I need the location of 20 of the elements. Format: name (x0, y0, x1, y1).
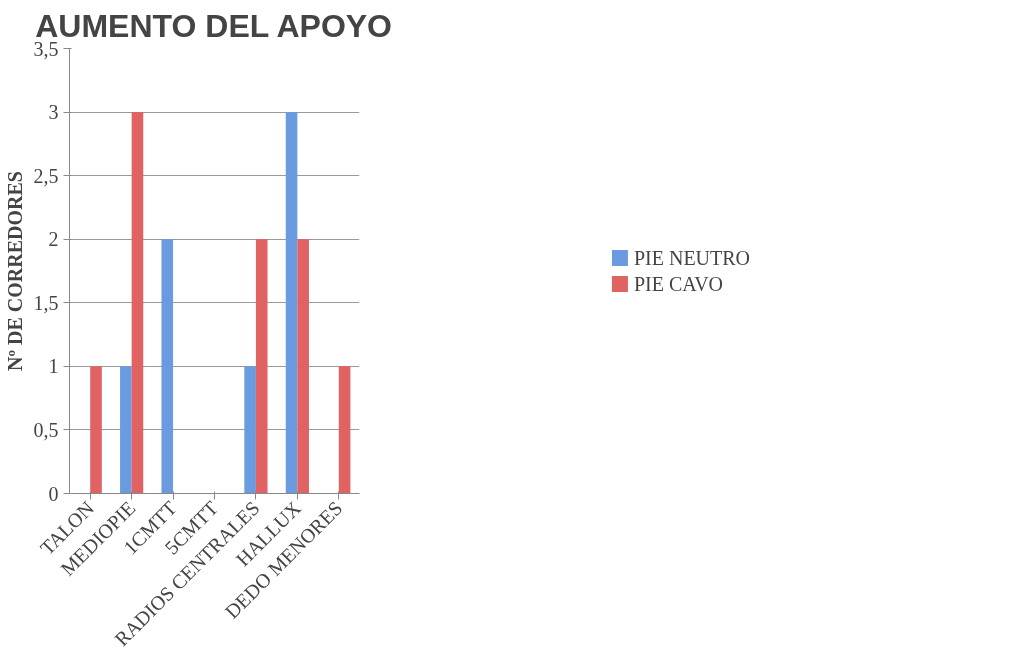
y-tick-label: 2 (48, 228, 59, 251)
y-tick-label: 2,5 (33, 164, 59, 187)
y-tick-label: 0 (48, 482, 59, 505)
bar (161, 239, 174, 494)
bar (338, 366, 351, 494)
y-axis-title: Nº DE CORREDORES (3, 171, 26, 371)
y-tick-label: 3,5 (33, 37, 59, 60)
bar (285, 112, 298, 494)
y-tick-label: 3 (48, 101, 59, 124)
bar (244, 366, 256, 494)
y-tick-label: 0,5 (33, 418, 59, 441)
bar (120, 366, 132, 494)
legend-label: PIE NEUTRO (633, 246, 751, 269)
bar (90, 366, 102, 494)
bar (131, 112, 144, 494)
legend-label: PIE CAVO (633, 272, 724, 295)
y-tick-label: 1,5 (33, 291, 59, 314)
bar (255, 239, 268, 494)
y-tick-label: 1 (48, 355, 59, 378)
bar (297, 239, 309, 494)
